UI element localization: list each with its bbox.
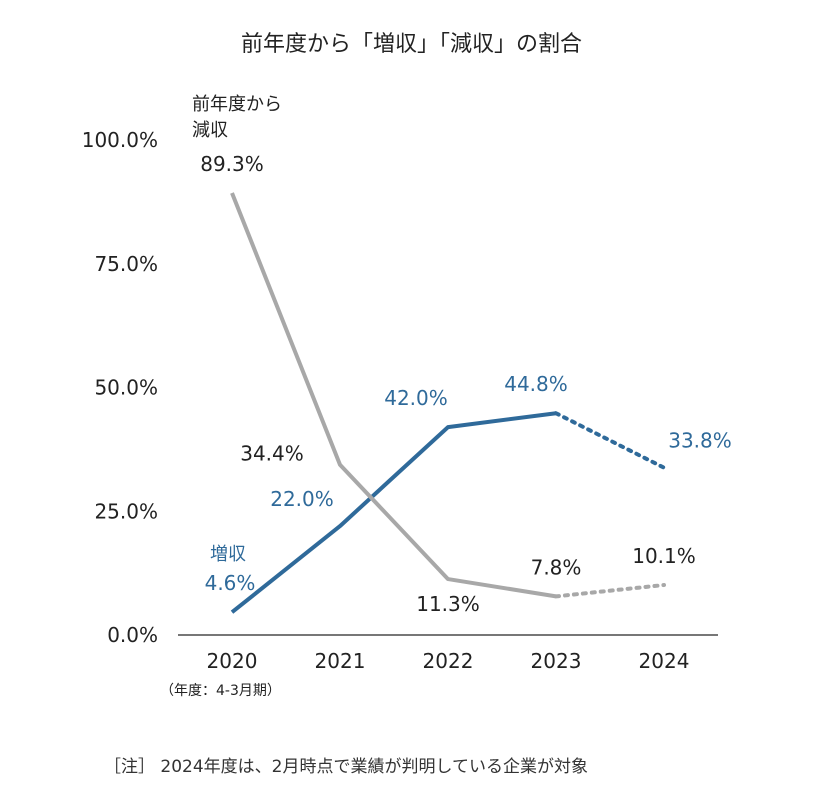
series-name-decrease-line1: 前年度から bbox=[192, 94, 282, 115]
chart-title: 前年度から「増収」「減収」の割合 bbox=[240, 32, 582, 57]
y-tick-label: 75.0% bbox=[94, 252, 158, 276]
data-label: 11.3% bbox=[416, 592, 480, 616]
series-line-dotted bbox=[554, 411, 666, 470]
series-line-solid bbox=[230, 192, 557, 599]
data-label: 44.8% bbox=[504, 372, 568, 396]
y-tick-label: 0.0% bbox=[107, 623, 158, 647]
data-label: 89.3% bbox=[200, 152, 264, 176]
y-tick-label: 25.0% bbox=[94, 499, 158, 523]
x-tick-label: 2020 bbox=[207, 649, 258, 673]
y-tick-label: 50.0% bbox=[94, 376, 158, 400]
series-name-decrease-line2: 減収 bbox=[192, 120, 228, 141]
footnote: ［注］ 2024年度は、2月時点で業績が判明している企業が対象 bbox=[104, 757, 588, 777]
data-label: 4.6% bbox=[205, 571, 256, 595]
fiscal-year-note: （年度：4-3月期） bbox=[160, 683, 281, 699]
label-layer: 4.6% 22.0% 42.0% 44.8% 33.8% 89.3% 34.4% 11.3% 7… bbox=[192, 94, 732, 616]
data-label: 7.8% bbox=[531, 555, 582, 579]
x-tick-label: 2024 bbox=[639, 649, 690, 673]
y-tick-label: 100.0% bbox=[82, 128, 158, 152]
series-name-increase: 増収 bbox=[210, 544, 246, 565]
x-tick-label: 2022 bbox=[423, 649, 474, 673]
x-tick-label: 2023 bbox=[531, 649, 582, 673]
data-label: 22.0% bbox=[270, 487, 334, 511]
data-label: 10.1% bbox=[632, 544, 696, 568]
x-tick-label: 2021 bbox=[315, 649, 366, 673]
series-layer bbox=[230, 192, 666, 614]
data-label: 42.0% bbox=[384, 386, 448, 410]
data-label: 34.4% bbox=[240, 442, 304, 466]
data-label: 33.8% bbox=[668, 429, 732, 453]
axis-layer: 0.0% 25.0% 50.0% 75.0% 100.0% 2020 2021 2022 202… bbox=[82, 128, 718, 673]
series-line-dotted bbox=[554, 583, 666, 599]
series-line-solid bbox=[230, 411, 557, 614]
